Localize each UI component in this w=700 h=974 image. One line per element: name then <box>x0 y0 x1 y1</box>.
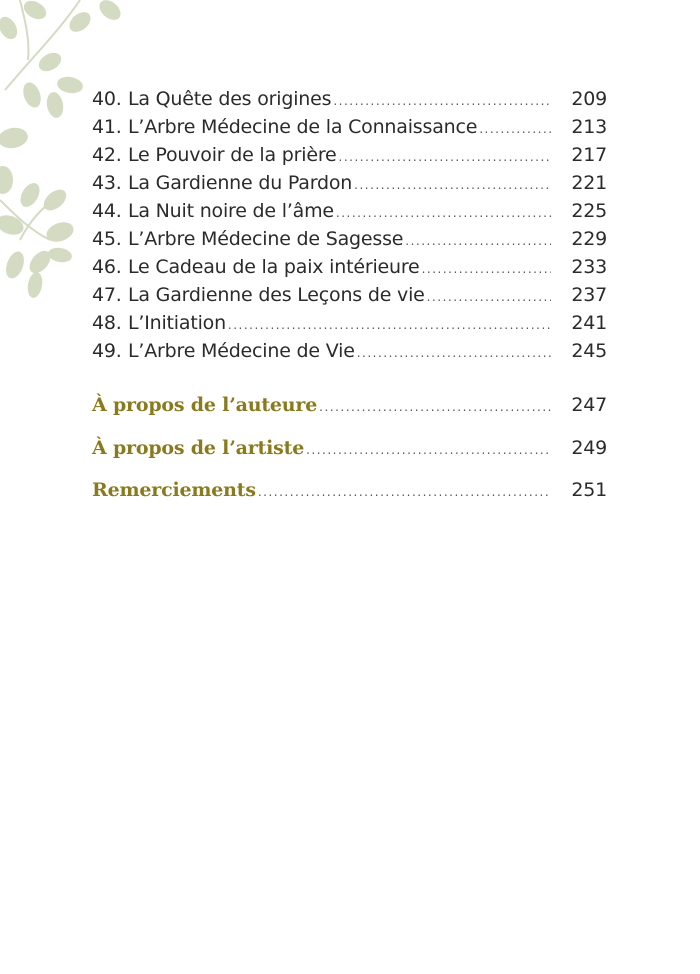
toc-entry[interactable]: Remerciements 251 <box>92 479 607 509</box>
dot-leader <box>228 318 551 332</box>
page-number: 209 <box>571 88 607 110</box>
dot-leader <box>357 346 551 360</box>
page-number: 249 <box>571 437 607 459</box>
section-title: Remerciements <box>92 479 256 501</box>
toc-entry[interactable]: 41. L’Arbre Médecine de la Connaissance … <box>92 116 607 144</box>
dot-leader <box>354 178 551 192</box>
chapter-number: 41. <box>92 116 122 138</box>
chapter-number: 49. <box>92 340 122 362</box>
page-number: 245 <box>571 340 607 362</box>
chapter-title: La Quête des origines <box>128 88 332 110</box>
dot-leader <box>333 94 551 108</box>
section-title: À propos de l’auteure <box>92 394 318 416</box>
chapter-title: L’Arbre Médecine de Vie <box>128 340 355 362</box>
page-number: 213 <box>571 116 607 138</box>
toc-entry[interactable]: À propos de l’artiste 249 <box>92 437 607 467</box>
chapter-number: 43. <box>92 172 122 194</box>
dot-leader <box>336 206 551 220</box>
toc-entry[interactable]: 40. La Quête des origines 209 <box>92 88 607 116</box>
leaf-vine-icon <box>0 0 121 298</box>
chapter-title: Le Cadeau de la paix intérieure <box>128 256 420 278</box>
chapter-number: 45. <box>92 228 122 250</box>
section-title: À propos de l’artiste <box>92 437 305 459</box>
page-number: 229 <box>571 228 607 250</box>
chapter-title: La Gardienne des Leçons de vie <box>128 284 425 306</box>
toc-entry[interactable]: 45. L’Arbre Médecine de Sagesse 229 <box>92 228 607 256</box>
chapter-number: 47. <box>92 284 122 306</box>
chapter-number: 40. <box>92 88 122 110</box>
page-number: 217 <box>571 144 607 166</box>
toc-entry[interactable]: À propos de l’auteure 247 <box>92 394 607 424</box>
toc-entry[interactable]: 46. Le Cadeau de la paix intérieure 233 <box>92 256 607 284</box>
chapter-number: 48. <box>92 312 122 334</box>
back-matter-entry: À propos de l’artiste 249 <box>92 437 607 467</box>
back-matter-entry: À propos de l’auteure 247 <box>92 394 607 424</box>
toc-entry[interactable]: 44. La Nuit noire de l’âme 225 <box>92 200 607 228</box>
page-number: 225 <box>571 200 607 222</box>
dot-leader <box>306 443 551 457</box>
table-of-contents: 40. La Quête des origines 209 41. L’Arbr… <box>92 88 607 368</box>
chapter-title: L’Arbre Médecine de la Connaissance <box>128 116 478 138</box>
dot-leader <box>405 234 551 248</box>
toc-entry[interactable]: 47. La Gardienne des Leçons de vie 237 <box>92 284 607 312</box>
page-number: 237 <box>571 284 607 306</box>
chapter-number: 44. <box>92 200 122 222</box>
dot-leader <box>319 400 551 414</box>
dot-leader <box>427 290 551 304</box>
dot-leader <box>422 262 551 276</box>
chapter-title: Le Pouvoir de la prière <box>128 144 337 166</box>
chapter-title: La Nuit noire de l’âme <box>128 200 334 222</box>
page-number: 251 <box>571 479 607 501</box>
chapter-title: L’Arbre Médecine de Sagesse <box>128 228 404 250</box>
toc-entry[interactable]: 43. La Gardienne du Pardon 221 <box>92 172 607 200</box>
toc-entry[interactable]: 42. Le Pouvoir de la prière 217 <box>92 144 607 172</box>
dot-leader <box>479 122 551 136</box>
chapter-title: La Gardienne du Pardon <box>128 172 353 194</box>
back-matter-entry: Remerciements 251 <box>92 479 607 509</box>
chapter-number: 46. <box>92 256 122 278</box>
page-number: 247 <box>571 394 607 416</box>
chapter-number: 42. <box>92 144 122 166</box>
dot-leader <box>339 150 551 164</box>
toc-entry[interactable]: 48. L’Initiation 241 <box>92 312 607 340</box>
page-number: 233 <box>571 256 607 278</box>
toc-entry[interactable]: 49. L’Arbre Médecine de Vie 245 <box>92 340 607 368</box>
page-number: 221 <box>571 172 607 194</box>
page-number: 241 <box>571 312 607 334</box>
dot-leader <box>258 485 551 499</box>
chapter-title: L’Initiation <box>128 312 226 334</box>
